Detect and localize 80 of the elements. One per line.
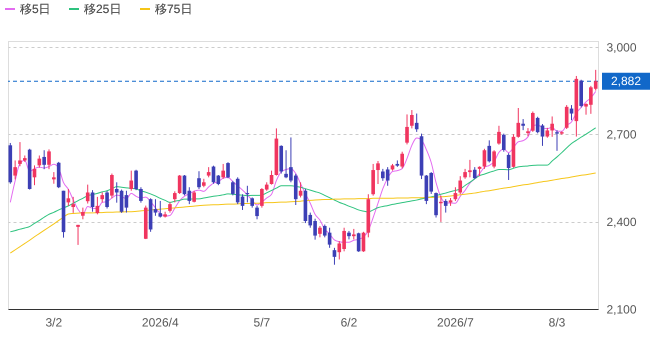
y-tick-label: 3,000 [606, 40, 637, 54]
legend-label: 移75日 [155, 2, 192, 16]
candlestick [13, 160, 17, 180]
candlestick [472, 166, 477, 180]
legend-label: 移25日 [84, 2, 122, 16]
candlestick [356, 232, 360, 252]
candlestick [478, 166, 482, 177]
candlestick [298, 182, 302, 198]
candlestick [255, 205, 259, 220]
line-series [10, 172, 596, 254]
x-tick-label: 2026/4 [142, 316, 179, 330]
candlestick [555, 130, 559, 152]
candlestick [454, 186, 458, 202]
candlestick [38, 154, 42, 168]
candlestick [47, 148, 51, 170]
candlestick [570, 104, 574, 121]
candlestick [492, 150, 496, 169]
candlestick [550, 116, 554, 138]
candlestick [206, 166, 210, 178]
candlestick [105, 190, 109, 209]
candlestick [376, 160, 380, 185]
candlestick [226, 162, 230, 179]
line-series [10, 127, 596, 232]
candlestick [129, 170, 134, 192]
candlestick [168, 202, 172, 214]
candlestick [414, 113, 419, 132]
candlestick [178, 174, 182, 194]
candlestick [52, 172, 56, 184]
candlestick [250, 196, 254, 208]
ref-line-label: 2,882 [610, 74, 642, 88]
y-tick-label: 2,100 [606, 302, 637, 316]
x-tick-label: 3/2 [45, 316, 63, 330]
candlestick [90, 190, 94, 212]
candlestick [81, 207, 85, 220]
candlestick [458, 176, 462, 195]
candlestick [221, 163, 225, 180]
candlestick [410, 110, 414, 129]
x-tick-label: 5/7 [254, 316, 271, 330]
candlestick [444, 198, 448, 214]
candlestick [96, 196, 100, 215]
candlestick [362, 231, 366, 252]
candlestick [521, 118, 525, 131]
x-tick-label: 2026/7 [437, 316, 474, 330]
candlestick [100, 192, 104, 203]
candlestick [71, 196, 76, 214]
candlestick [318, 225, 322, 238]
candlestick [439, 195, 443, 222]
candlestick [497, 125, 501, 146]
candlestick [482, 148, 486, 170]
candlestick [110, 173, 114, 199]
candlestick [564, 104, 568, 130]
candlestick [405, 114, 409, 145]
candlestick [192, 190, 196, 203]
x-tick-label: 8/3 [548, 316, 566, 330]
candlestick [134, 169, 138, 191]
candlestick [487, 140, 492, 163]
candlestick [516, 108, 520, 138]
candlestick [434, 192, 438, 218]
candlestick [400, 151, 404, 169]
legend-label: 移5日 [20, 2, 51, 16]
candlestick [506, 152, 510, 180]
y-tick-label: 2,700 [606, 128, 637, 142]
y-tick-label: 2,400 [606, 215, 637, 230]
candlestick [197, 170, 201, 190]
candlestick [76, 224, 80, 246]
candlestick [332, 247, 336, 266]
candlestick [546, 127, 550, 138]
x-tick-label: 6/2 [340, 316, 358, 330]
candlestick [530, 110, 535, 132]
candlestick [32, 164, 36, 186]
candlestick [42, 150, 46, 170]
candlestick [139, 186, 143, 204]
candlestick [18, 142, 22, 167]
candlestick [502, 133, 506, 152]
candlestick [270, 170, 274, 186]
candlestick [66, 188, 70, 206]
candlestick [463, 168, 467, 180]
candlestick [172, 190, 177, 203]
candlestick [86, 184, 90, 204]
candlestick [158, 200, 162, 218]
